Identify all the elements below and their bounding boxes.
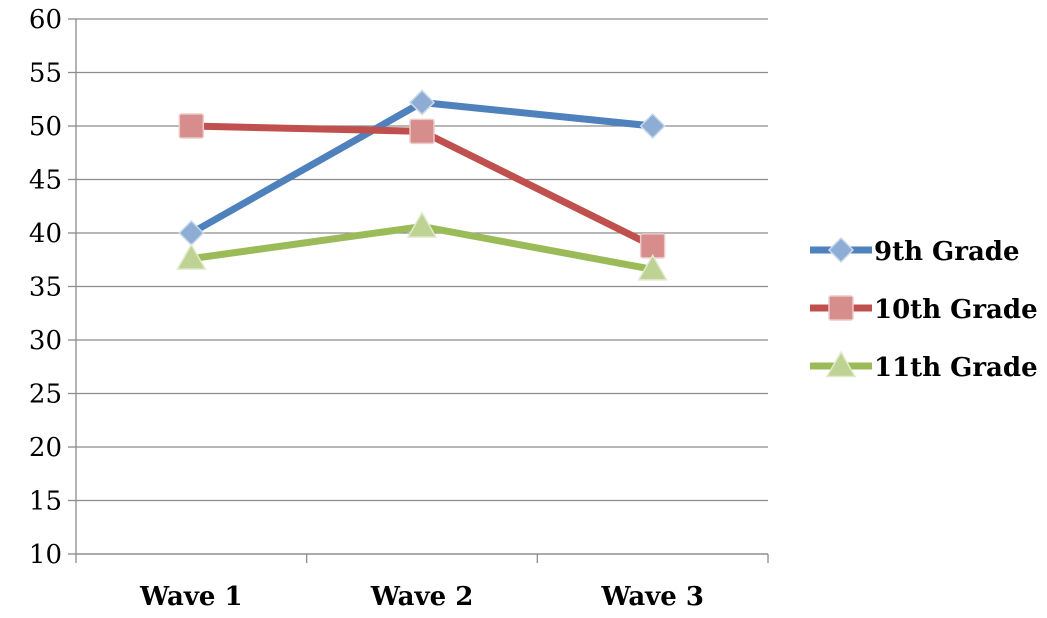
y-tick-label: 50 (29, 112, 62, 142)
legend-label: 10th Grade (874, 295, 1038, 325)
y-tick-label: 45 (29, 166, 62, 196)
legend-marker (825, 350, 857, 378)
legend: 9th Grade 10th Grade 11th Grade (810, 236, 1038, 383)
legend-item: 9th Grade (810, 236, 1020, 267)
x-tick-label: Wave 3 (600, 582, 704, 612)
y-tick-label: 15 (29, 487, 62, 517)
data-point-marker (409, 118, 435, 145)
y-axis-ticks: 10 15 20 25 30 35 40 45 50 55 60 (29, 5, 76, 570)
data-point-marker (408, 89, 436, 116)
data-point-marker (178, 113, 205, 139)
data-point-marker (406, 211, 438, 238)
y-tick-label: 10 (29, 540, 62, 570)
x-tick-label: Wave 1 (139, 582, 243, 612)
series-1 (178, 89, 666, 247)
legend-label: 11th Grade (874, 353, 1038, 383)
legend-marker (828, 295, 854, 321)
y-tick-label: 40 (29, 219, 62, 249)
series-group (176, 89, 668, 281)
series-3 (176, 211, 668, 281)
legend-item: 11th Grade (810, 350, 1038, 383)
legend-label: 9th Grade (874, 237, 1020, 267)
y-tick-label: 55 (29, 59, 62, 89)
legend-item: 10th Grade (810, 295, 1038, 325)
legend-marker (827, 236, 855, 264)
data-point-marker (176, 243, 207, 270)
y-tick-label: 60 (29, 5, 62, 35)
y-tick-label: 20 (29, 433, 62, 463)
x-axis-ticks: Wave 1 Wave 2 Wave 3 (75, 554, 769, 612)
data-point-marker (639, 112, 666, 140)
y-tick-label: 30 (29, 326, 62, 356)
x-tick-label: Wave 2 (370, 582, 474, 612)
y-tick-label: 35 (29, 273, 62, 303)
y-tick-label: 25 (29, 380, 62, 410)
data-point-marker (637, 253, 668, 281)
